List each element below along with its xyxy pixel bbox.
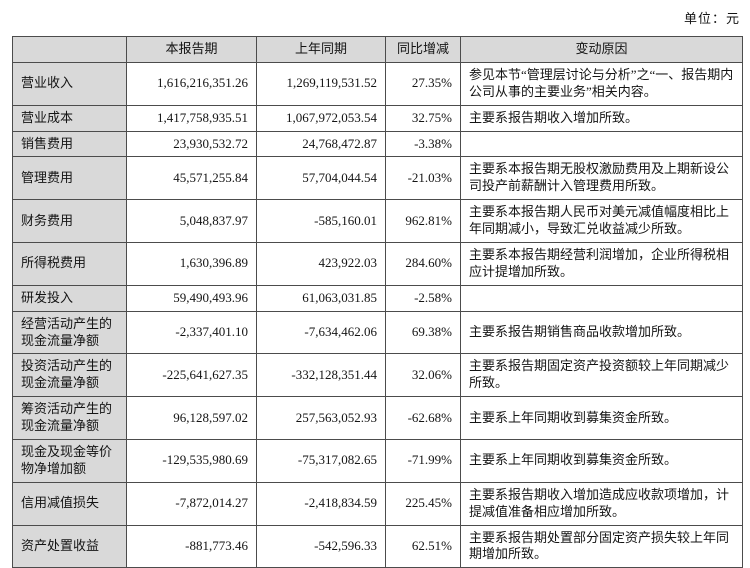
unit-label: 单位：元 [683, 11, 740, 26]
cell-item-label: 管理费用 [12, 156, 127, 201]
cell-reason [460, 130, 743, 158]
table-row: 信用减值损失 -7,872,014.27 -2,418,834.59 225.45% 主… [12, 481, 743, 526]
cell-yoy-change: 962.81% [385, 199, 461, 244]
cell-current-period: -225,641,627.35 [126, 353, 257, 398]
cell-current-period: 5,048,837.97 [126, 199, 257, 244]
table-row: 所得税费用 1,630,396.89 423,922.03 284.60% 主要系本报告… [12, 242, 743, 286]
financial-comparison-table: 本报告期 上年同期 同比增减 变动原因 营业收入 1,616,216,351.26… [12, 36, 743, 568]
table-row: 销售费用 23,930,532.72 24,768,472.87 -3.38% [12, 130, 743, 158]
cell-current-period: -2,337,401.10 [126, 310, 257, 355]
cell-item-label: 营业收入 [12, 61, 127, 106]
cell-prior-period: 24,768,472.87 [256, 130, 386, 158]
cell-item-label: 投资活动产生的现金流量净额 [12, 353, 127, 398]
cell-item-label: 现金及现金等价物净增加额 [12, 439, 127, 483]
cell-current-period: 23,930,532.72 [126, 130, 257, 158]
cell-reason: 主要系上年同期收到募集资金所致。 [460, 439, 743, 483]
cell-yoy-change: 32.06% [385, 353, 461, 398]
cell-current-period: 1,417,758,935.51 [126, 104, 257, 132]
table-row: 管理费用 45,571,255.84 57,704,044.54 -21.03% 主要系… [12, 156, 743, 201]
cell-prior-period: -585,160.01 [256, 199, 386, 244]
cell-current-period: -7,872,014.27 [126, 481, 257, 526]
cell-yoy-change: -62.68% [385, 396, 461, 441]
cell-reason: 参见本节“管理层讨论与分析”之“一、报告期内公司从事的主要业务”相关内容。 [460, 61, 743, 106]
cell-reason: 主要系本报告期经营利润增加，企业所得税相应计提增加所致。 [460, 242, 743, 286]
cell-current-period: 45,571,255.84 [126, 156, 257, 201]
cell-reason [460, 284, 743, 312]
cell-item-label: 经营活动产生的现金流量净额 [12, 310, 127, 355]
cell-yoy-change: -21.03% [385, 156, 461, 201]
cell-item-label: 筹资活动产生的现金流量净额 [12, 396, 127, 441]
cell-yoy-change: 27.35% [385, 61, 461, 106]
cell-current-period: 1,630,396.89 [126, 242, 257, 286]
table-header: 本报告期 上年同期 同比增减 变动原因 [12, 36, 743, 63]
header-row: 本报告期 上年同期 同比增减 变动原因 [12, 36, 743, 63]
cell-item-label: 销售费用 [12, 130, 127, 158]
cell-yoy-change: -3.38% [385, 130, 461, 158]
table-row: 筹资活动产生的现金流量净额 96,128,597.02 257,563,052.93… [12, 396, 743, 441]
cell-prior-period: -332,128,351.44 [256, 353, 386, 398]
column-header-reason: 变动原因 [460, 36, 743, 63]
cell-reason: 主要系报告期收入增加所致。 [460, 104, 743, 132]
cell-reason: 主要系上年同期收到募集资金所致。 [460, 396, 743, 441]
table-row: 现金及现金等价物净增加额 -129,535,980.69 -75,317,082.6… [12, 439, 743, 483]
column-header-yoy-change: 同比增减 [385, 36, 461, 63]
cell-yoy-change: 225.45% [385, 481, 461, 526]
cell-prior-period: 257,563,052.93 [256, 396, 386, 441]
column-header-prior-period: 上年同期 [256, 36, 386, 63]
table-row: 研发投入 59,490,493.96 61,063,031.85 -2.58% [12, 284, 743, 312]
cell-reason: 主要系本报告期无股权激励费用及上期新设公司投产前薪酬计入管理费用所致。 [460, 156, 743, 201]
cell-reason: 主要系本报告期人民币对美元减值幅度相比上年同期减小，导致汇兑收益减少所致。 [460, 199, 743, 244]
cell-item-label: 信用减值损失 [12, 481, 127, 526]
cell-current-period: 96,128,597.02 [126, 396, 257, 441]
cell-reason: 主要系报告期固定资产投资额较上年同期减少所致。 [460, 353, 743, 398]
cell-prior-period: -75,317,082.65 [256, 439, 386, 483]
cell-current-period: 59,490,493.96 [126, 284, 257, 312]
table-row: 财务费用 5,048,837.97 -585,160.01 962.81% 主要系本报告… [12, 199, 743, 244]
cell-prior-period: 61,063,031.85 [256, 284, 386, 312]
cell-item-label: 所得税费用 [12, 242, 127, 286]
cell-yoy-change: 69.38% [385, 310, 461, 355]
cell-item-label: 营业成本 [12, 104, 127, 132]
cell-item-label: 财务费用 [12, 199, 127, 244]
cell-prior-period: -2,418,834.59 [256, 481, 386, 526]
cell-prior-period: 1,269,119,531.52 [256, 61, 386, 106]
cell-reason: 主要系报告期销售商品收款增加所致。 [460, 310, 743, 355]
table-row: 营业成本 1,417,758,935.51 1,067,972,053.54 32.7… [12, 104, 743, 132]
cell-prior-period: 1,067,972,053.54 [256, 104, 386, 132]
column-header-item [12, 36, 127, 63]
cell-current-period: -129,535,980.69 [126, 439, 257, 483]
cell-prior-period: -7,634,462.06 [256, 310, 386, 355]
cell-prior-period: 423,922.03 [256, 242, 386, 286]
table-row: 投资活动产生的现金流量净额 -225,641,627.35 -332,128,351… [12, 353, 743, 398]
cell-yoy-change: 32.75% [385, 104, 461, 132]
cell-reason: 主要系报告期收入增加造成应收款项增加，计提减值准备相应增加所致。 [460, 481, 743, 526]
cell-yoy-change: 284.60% [385, 242, 461, 286]
table-row: 营业收入 1,616,216,351.26 1,269,119,531.52 27.3… [12, 61, 743, 106]
cell-current-period: 1,616,216,351.26 [126, 61, 257, 106]
table-row: 经营活动产生的现金流量净额 -2,337,401.10 -7,634,462.06 6… [12, 310, 743, 355]
cell-yoy-change: -2.58% [385, 284, 461, 312]
cell-item-label: 研发投入 [12, 284, 127, 312]
cell-yoy-change: -71.99% [385, 439, 461, 483]
column-header-current-period: 本报告期 [126, 36, 257, 63]
table-body: 营业收入 1,616,216,351.26 1,269,119,531.52 27.3… [12, 61, 743, 568]
cell-prior-period: 57,704,044.54 [256, 156, 386, 201]
